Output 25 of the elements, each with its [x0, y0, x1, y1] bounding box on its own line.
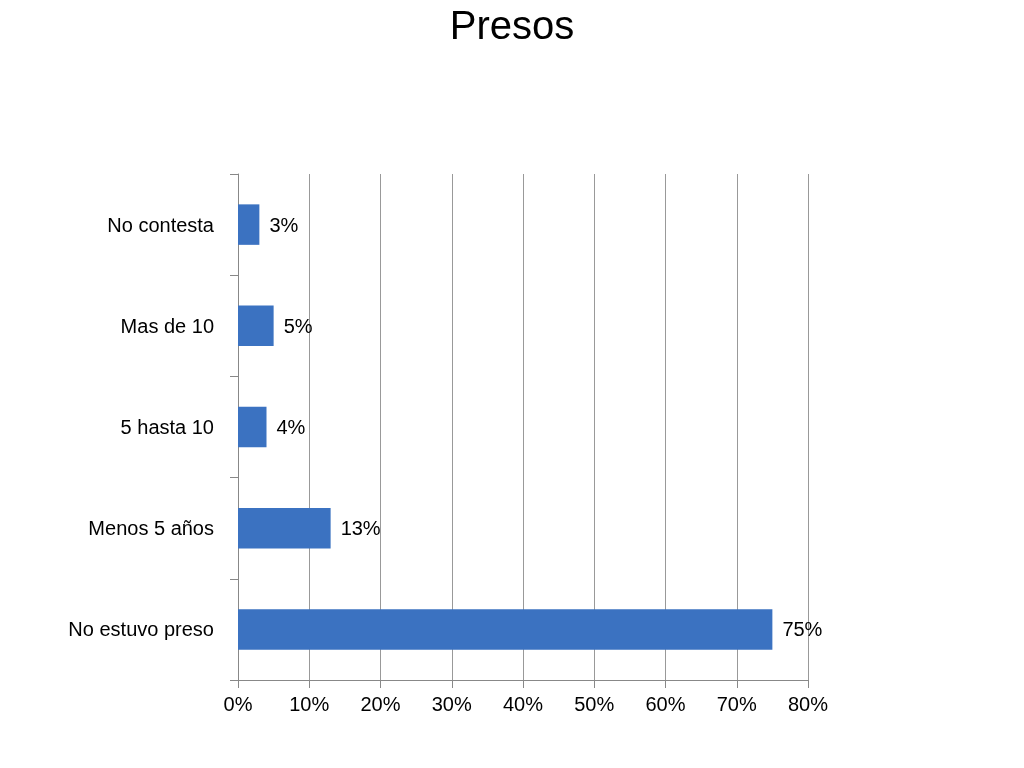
x-tick-label: 0%: [223, 693, 253, 715]
data-label: 75%: [782, 618, 823, 641]
y-tick-label: 5 hasta 10: [120, 416, 214, 438]
x-tick-label: 30%: [431, 693, 472, 715]
x-tick-label: 60%: [645, 693, 686, 715]
data-label: 3%: [269, 213, 299, 236]
x-tick-label: 50%: [574, 693, 615, 715]
data-label: 4%: [276, 416, 306, 438]
bar: [238, 406, 267, 448]
x-tick-label: 70%: [716, 693, 757, 715]
y-tick-label: Menos 5 años: [88, 517, 214, 540]
data-label: 5%: [283, 314, 313, 337]
bar: [238, 305, 274, 347]
x-tick-label: 10%: [289, 693, 330, 715]
x-tick-label: 80%: [787, 693, 829, 715]
x-tick-label: 20%: [360, 693, 401, 715]
x-tick-label: 40%: [502, 693, 544, 715]
y-tick-label: No contesta: [107, 213, 215, 236]
y-tick-label: Mas de 10: [120, 314, 214, 337]
y-tick-label: No estuvo preso: [68, 618, 214, 641]
bar: [238, 507, 331, 549]
data-label: 13%: [340, 517, 381, 540]
bar: [238, 609, 773, 650]
bar: [238, 204, 260, 245]
chart-title: Presos: [449, 3, 575, 47]
